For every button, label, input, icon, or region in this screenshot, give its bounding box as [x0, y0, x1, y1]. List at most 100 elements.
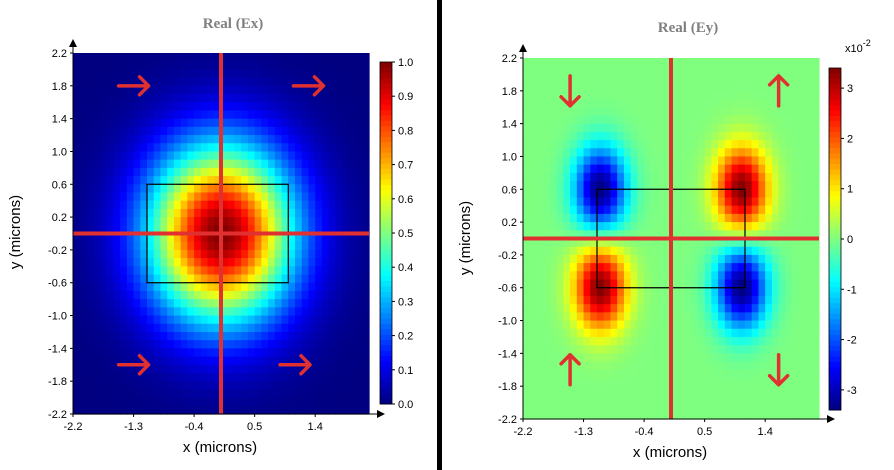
heatmap-cell — [523, 156, 531, 166]
heatmap-cell — [650, 189, 659, 199]
heatmap-cell — [812, 164, 820, 174]
heatmap-cell — [200, 233, 209, 243]
heatmap-cell — [234, 85, 242, 95]
heatmap-cell — [718, 230, 726, 240]
heatmap-cell — [295, 290, 303, 300]
heatmap-cell — [711, 287, 719, 297]
heatmap-cell — [207, 77, 215, 87]
heatmap-cell — [234, 348, 242, 358]
colorbar-segment — [829, 201, 841, 208]
heatmap-cell — [288, 258, 296, 267]
heatmap-cell — [86, 241, 94, 251]
heatmap-cell — [288, 94, 296, 103]
heatmap-cell — [106, 135, 114, 144]
heatmap-cell — [798, 320, 807, 330]
heatmap-cell — [704, 82, 712, 92]
heatmap-cell — [637, 90, 645, 100]
heatmap-cell — [556, 287, 564, 297]
heatmap-cell — [765, 66, 773, 75]
heatmap-cell — [355, 77, 363, 87]
heatmap-cell — [315, 102, 323, 112]
heatmap-cell — [745, 131, 753, 141]
heatmap-cell — [335, 372, 343, 382]
heatmap-cell — [241, 290, 249, 300]
heatmap-cell — [798, 205, 807, 215]
heatmap-cell — [590, 213, 598, 223]
heatmap-cell — [355, 151, 363, 161]
heatmap-cell — [758, 189, 766, 199]
heatmap-cell — [745, 181, 753, 190]
heatmap-cell — [771, 246, 780, 256]
heatmap-cell — [126, 241, 135, 251]
heatmap-cell — [113, 233, 121, 243]
heatmap-cell — [268, 126, 276, 136]
heatmap-cell — [254, 307, 262, 317]
heatmap-cell — [187, 200, 195, 210]
heatmap-cell — [187, 348, 195, 358]
heatmap-cell — [221, 348, 229, 358]
heatmap-cell — [805, 172, 813, 182]
heatmap-cell — [691, 99, 699, 108]
heatmap-cell — [751, 66, 760, 75]
heatmap-cell — [523, 115, 531, 125]
heatmap-cell — [549, 58, 558, 67]
heatmap-cell — [288, 405, 296, 415]
heatmap-cell — [751, 254, 760, 264]
heatmap-cell — [576, 156, 585, 166]
heatmap-cell — [73, 126, 81, 136]
heatmap-cell — [657, 328, 665, 338]
heatmap-cell — [261, 331, 269, 341]
heatmap-cell — [758, 353, 766, 363]
heatmap-cell — [194, 143, 202, 153]
heatmap-cell — [718, 353, 726, 363]
heatmap-cell — [697, 107, 706, 117]
heatmap-cell — [133, 118, 141, 128]
heatmap-cell — [644, 353, 652, 363]
heatmap-cell — [301, 85, 310, 95]
heatmap-cell — [718, 279, 726, 289]
heatmap-cell — [590, 164, 598, 174]
heatmap-cell — [583, 263, 591, 272]
heatmap-cell — [812, 328, 820, 338]
heatmap-cell — [73, 381, 81, 390]
heatmap-cell — [603, 271, 612, 281]
heatmap-cell — [718, 295, 726, 305]
heatmap-cell — [221, 299, 229, 308]
heatmap-cell — [200, 151, 209, 161]
heatmap-cell — [671, 254, 679, 264]
heatmap-cell — [153, 184, 162, 194]
heatmap-cell — [718, 99, 726, 108]
heatmap-cell — [321, 192, 330, 202]
heatmap-cell — [355, 258, 363, 267]
heatmap-cell — [724, 74, 733, 84]
heatmap-cell — [718, 115, 726, 125]
heatmap-cell — [597, 353, 605, 363]
heatmap-cell — [268, 340, 276, 349]
heatmap-cell — [342, 274, 350, 284]
heatmap-cell — [724, 189, 733, 199]
heatmap-cell — [751, 164, 760, 174]
heatmap-cell — [570, 254, 578, 264]
heatmap-cell — [603, 99, 612, 108]
heatmap-cell — [140, 143, 148, 153]
heatmap-cell — [187, 397, 195, 407]
heatmap-cell — [99, 143, 108, 153]
heatmap-cell — [281, 118, 289, 128]
heatmap-cell — [792, 148, 800, 158]
heatmap-cell — [543, 287, 551, 297]
heatmap-cell — [234, 258, 242, 267]
heatmap-cell — [126, 61, 135, 70]
heatmap-cell — [254, 143, 262, 153]
heatmap-cell — [644, 164, 652, 174]
heatmap-cell — [657, 246, 665, 256]
heatmap-cell — [261, 397, 269, 407]
heatmap-cell — [523, 410, 531, 420]
heatmap-cell — [650, 148, 659, 158]
heatmap-cell — [738, 189, 746, 199]
heatmap-cell — [274, 331, 283, 341]
heatmap-cell — [684, 181, 692, 190]
heatmap-cell — [751, 279, 760, 289]
heatmap-cell — [268, 61, 276, 70]
heatmap-cell — [79, 348, 88, 358]
heatmap-cell — [812, 377, 820, 387]
